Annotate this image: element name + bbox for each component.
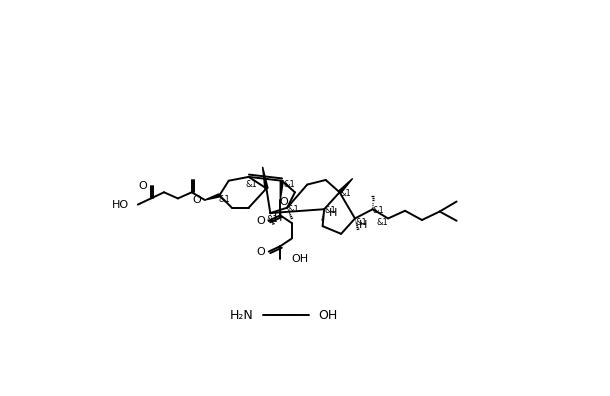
Text: OH: OH [318,309,337,322]
Text: O: O [139,181,148,191]
Text: H: H [329,208,337,218]
Text: O: O [257,216,265,226]
Text: H: H [359,220,367,230]
Text: H₂N: H₂N [229,309,253,322]
Text: HO: HO [112,200,129,209]
Text: O: O [257,247,265,257]
Text: &1: &1 [376,218,388,227]
Polygon shape [205,194,220,200]
Text: &1: &1 [219,195,231,204]
Text: &1: &1 [287,205,300,214]
Polygon shape [280,181,284,200]
Text: OH: OH [292,254,309,264]
Text: &1: &1 [355,218,367,227]
Text: &1: &1 [245,180,257,189]
Text: O: O [280,196,289,207]
Polygon shape [339,179,353,193]
Text: &1: &1 [325,206,336,215]
Text: &1: &1 [284,180,295,189]
Text: &1: &1 [373,206,385,215]
Polygon shape [262,167,268,189]
Text: H: H [274,213,282,223]
Text: &1: &1 [340,189,351,198]
Text: O: O [192,195,201,205]
Text: &1: &1 [267,215,278,224]
